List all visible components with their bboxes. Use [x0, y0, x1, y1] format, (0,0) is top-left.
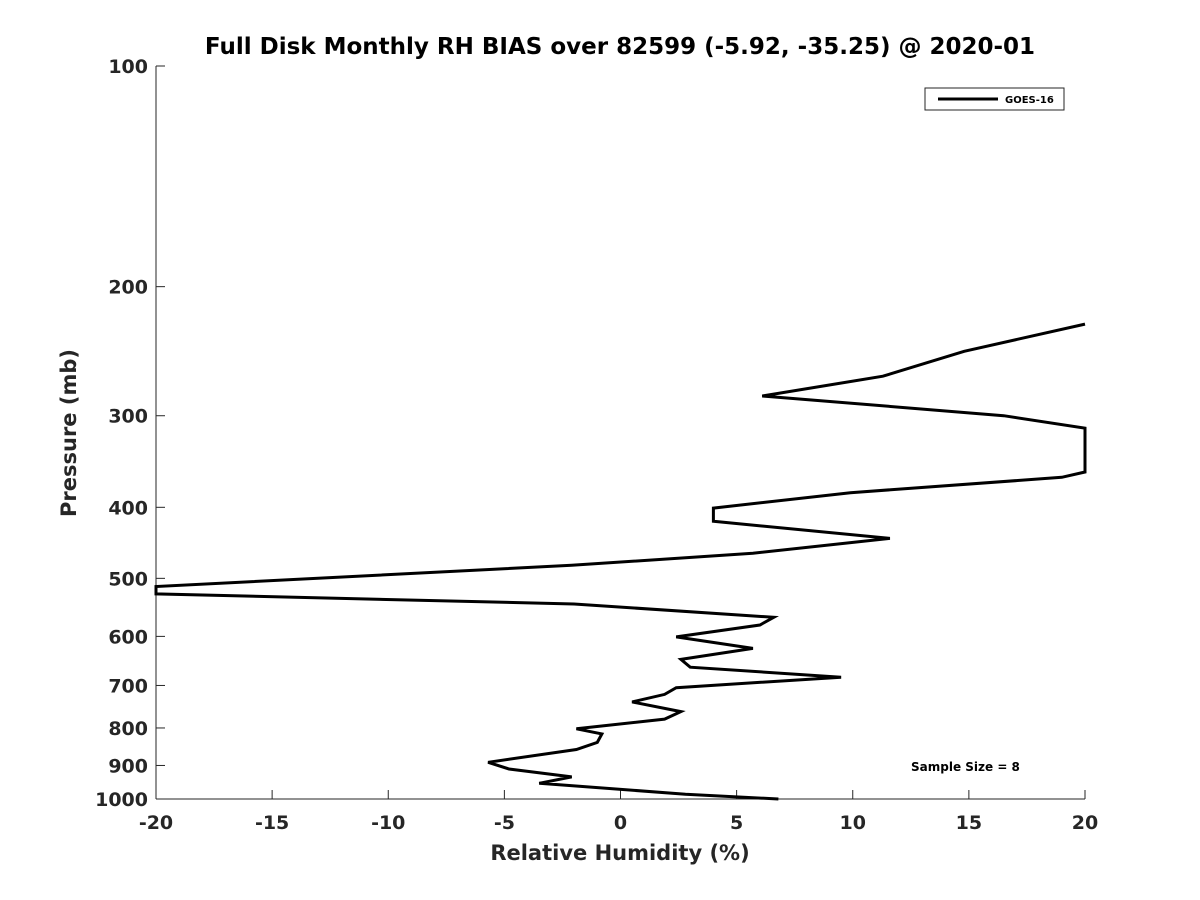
- x-tick-label: -5: [494, 812, 515, 834]
- y-tick-label: 700: [108, 675, 148, 697]
- y-tick-label: 800: [108, 718, 148, 740]
- chart-title: Full Disk Monthly RH BIAS over 82599 (-5…: [205, 34, 1035, 60]
- y-tick-label: 1000: [95, 789, 148, 811]
- legend-label: GOES-16: [1005, 95, 1054, 106]
- x-ticks: -20 -15 -10 -5 0 5 10 15 20: [139, 790, 1098, 834]
- y-tick-label: 900: [108, 755, 148, 777]
- x-axis-label: Relative Humidity (%): [490, 841, 749, 865]
- sample-size-annotation: Sample Size = 8: [911, 760, 1020, 774]
- x-tick-label: 0: [614, 812, 627, 834]
- y-tick-label: 200: [108, 277, 148, 299]
- y-tick-label: 400: [108, 497, 148, 519]
- y-tick-label: 600: [108, 626, 148, 648]
- x-tick-label: 10: [840, 812, 866, 834]
- y-tick-label: 100: [108, 56, 148, 78]
- x-tick-label: 20: [1072, 812, 1098, 834]
- x-tick-label: 15: [956, 812, 982, 834]
- y-axis-label: Pressure (mb): [57, 349, 81, 517]
- y-tick-label: 500: [108, 568, 148, 590]
- y-tick-label: 300: [108, 406, 148, 428]
- series-line-goes16: [154, 322, 1087, 801]
- x-tick-label: 5: [730, 812, 743, 834]
- x-tick-label: -10: [371, 812, 405, 834]
- legend: GOES-16: [924, 87, 1065, 111]
- x-tick-label: -15: [255, 812, 289, 834]
- x-tick-label: -20: [139, 812, 173, 834]
- y-ticks: 100 200 300 400 500 600 700 800 900 1000: [95, 56, 165, 811]
